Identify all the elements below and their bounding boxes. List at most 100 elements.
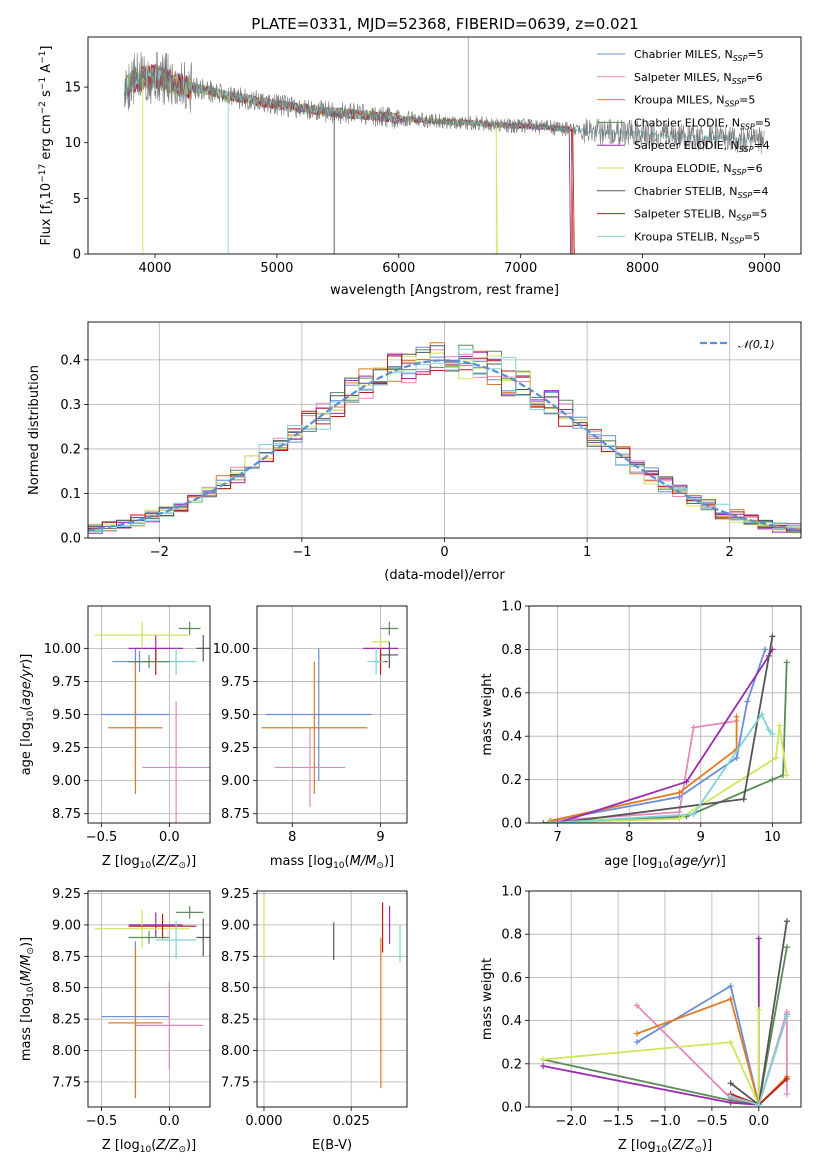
x-tick-label: −0.5: [86, 1114, 118, 1129]
x-tick-label: −0.5: [86, 830, 118, 845]
x-tick-label: 7000: [504, 261, 537, 276]
series-marker: [683, 778, 690, 785]
y-tick-label: 0.1: [60, 487, 81, 502]
y-tick-label: 9.75: [52, 675, 81, 690]
x-axis-label: wavelength [Angstrom, rest frame]: [330, 283, 559, 298]
legend-label: Salpeter ELODIE, NSSP=4: [634, 139, 770, 154]
series-marker: [783, 659, 790, 666]
series-marker: [783, 772, 790, 779]
x-tick-label: 6000: [382, 261, 415, 276]
y-tick-label: 8.75: [52, 950, 81, 965]
legend-label: Chabrier STELIB, NSSP=4: [634, 185, 768, 200]
y-tick-label: 0.2: [60, 442, 81, 457]
x-tick-label: 0.000: [245, 1114, 282, 1129]
plot-area: [124, 37, 765, 254]
y-tick-label: 9.00: [52, 918, 81, 933]
series-marker: [727, 1080, 734, 1087]
series-line-2: [550, 716, 738, 822]
plot-area: [540, 633, 790, 823]
normal-curve: [88, 359, 801, 532]
x-axis-label: E(B-V): [312, 1138, 352, 1153]
series-marker: [727, 1093, 734, 1100]
y-axis-label: mass weight: [480, 958, 495, 1040]
series-marker: [540, 1062, 547, 1069]
figure-title: PLATE=0331, MJD=52368, FIBERID=0639, z=0…: [251, 15, 638, 33]
plot-area: [88, 342, 801, 534]
series-marker: [755, 1006, 762, 1013]
series-marker: [769, 731, 776, 738]
panel-spectrum: 4000 5000 6000 7000 8000 9000 0 5 10 15 wavelength…: [38, 36, 802, 298]
y-tick-label: 0.0: [501, 1101, 522, 1116]
x-tick-label: 8: [625, 830, 633, 845]
series-marker: [783, 1013, 790, 1020]
legend-label: Chabrier ELODIE, NSSP=5: [634, 116, 771, 131]
series-line-3: [542, 947, 788, 1106]
series-marker: [547, 820, 554, 823]
series-line-4: [542, 938, 760, 1106]
panel-mass-vs-ebv: 0.000 0.025 7.75 8.00 8.25 8.50 8.75 9.00 9.25 E(…: [221, 887, 408, 1153]
y-tick-label: 8.75: [221, 807, 250, 822]
histogram-6: [88, 345, 801, 533]
plot-area: [94, 621, 210, 823]
x-tick-label: −1.5: [602, 1114, 634, 1129]
x-axis-label: Z [log10(Z/Z⊙)]: [102, 1138, 196, 1155]
series-marker: [633, 1002, 640, 1009]
panel-mass-vs-Z: −0.5 0.0 7.75 8.00 8.25 8.50 8.75 9.00 9.25 Z [lo…: [19, 887, 211, 1155]
y-tick-label: 9.25: [52, 887, 81, 902]
series-line-8: [550, 712, 774, 823]
series-marker: [676, 815, 683, 822]
y-tick-label: 0.0: [60, 532, 81, 547]
y-tick-label: 0.2: [501, 1057, 522, 1072]
x-axis-label: Z [log10(Z/Z⊙)]: [618, 1138, 712, 1155]
y-tick-label: 9.75: [221, 675, 250, 690]
plot-area: [540, 918, 790, 1107]
y-tick-label: 9.25: [221, 741, 250, 756]
y-axis-label: Flux [fλ10−17 erg cm−2 s−1 A−1]: [38, 46, 56, 246]
y-tick-label: 0.4: [60, 353, 81, 368]
axes-frame: [87, 321, 802, 539]
y-tick-label: 10.00: [44, 642, 81, 657]
x-tick-label: 10: [764, 830, 781, 845]
y-tick-label: 0.4: [501, 1014, 522, 1029]
plot-area: [263, 896, 401, 1089]
y-tick-label: 8.00: [52, 1044, 81, 1059]
spectrum-legend: Chabrier MILES, NSSP=5 Salpeter MILES, NS…: [597, 48, 771, 245]
x-axis-label: (data-model)/error: [384, 568, 505, 583]
x-tick-label: 8000: [626, 261, 659, 276]
y-tick-label: 8.75: [221, 950, 250, 965]
series-marker: [776, 722, 783, 729]
spectrum-data: [124, 51, 765, 154]
spectrum-model-1: [124, 65, 574, 254]
x-tick-label: 4000: [138, 261, 171, 276]
x-tick-label: −0.5: [696, 1114, 728, 1129]
y-tick-label: 0.6: [501, 971, 522, 986]
series-marker: [727, 996, 734, 1002]
x-tick-label: −2.0: [555, 1114, 587, 1129]
spectrum-model-7: [124, 64, 575, 254]
x-tick-label: 0.0: [159, 830, 180, 845]
y-tick-label: 1.0: [501, 600, 522, 615]
x-tick-label: 1: [583, 545, 591, 560]
series-marker: [540, 1056, 547, 1063]
y-tick-label: 0.6: [501, 686, 522, 701]
axes-frame: [256, 890, 408, 1108]
panel-age-vs-mass: 8 9 8.75 9.00 9.25 9.50 9.75 10.00 mass [log10(M…: [213, 605, 408, 871]
series-marker: [554, 820, 561, 823]
series-line-0: [550, 649, 767, 822]
y-tick-label: 8.25: [221, 1013, 250, 1028]
series-marker: [783, 1091, 790, 1098]
spectrum-model-0: [124, 65, 574, 254]
y-tick-label: 10.00: [213, 642, 250, 657]
x-axis-label: mass [log10(M/M⊙)]: [270, 854, 394, 871]
axes-frame: [87, 36, 802, 255]
y-axis-label: age [log10(age/yr)]: [19, 654, 36, 776]
series-line-4: [557, 648, 774, 823]
y-tick-label: 8.50: [221, 981, 250, 996]
axes-frame: [528, 890, 802, 1108]
y-tick-label: 8.00: [221, 1044, 250, 1059]
series-marker: [727, 1039, 734, 1046]
x-tick-label: 5000: [260, 261, 293, 276]
series-marker: [676, 789, 683, 796]
histogram-8: [88, 348, 801, 532]
x-tick-label: 9000: [748, 261, 781, 276]
